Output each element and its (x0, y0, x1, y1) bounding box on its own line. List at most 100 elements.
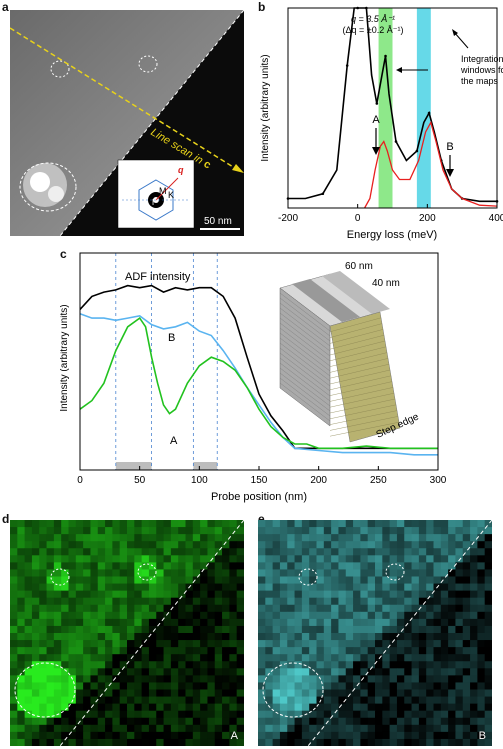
map-pixel (207, 562, 216, 570)
map-pixel (61, 583, 69, 592)
map-pixel (375, 562, 383, 570)
map-pixel (462, 703, 471, 712)
map-pixel (170, 569, 179, 577)
map-pixel (90, 738, 99, 746)
map-pixel (207, 604, 216, 613)
map-pixel (61, 520, 69, 528)
map-pixel (17, 604, 26, 613)
scale-bar-label: 50 nm (204, 216, 232, 227)
map-pixel (279, 604, 288, 613)
map-pixel (418, 710, 427, 719)
map-pixel (236, 738, 244, 746)
map-pixel (448, 696, 456, 705)
map-pixel (323, 633, 332, 641)
map-pixel (134, 696, 143, 705)
map-pixel (192, 534, 201, 542)
map-pixel (323, 689, 332, 698)
map-pixel (389, 576, 398, 585)
map-pixel (17, 696, 26, 705)
map-pixel (301, 534, 310, 542)
map-pixel (462, 520, 471, 528)
map-pixel (127, 534, 135, 542)
map-pixel (389, 527, 398, 535)
map-pixel (134, 710, 143, 719)
map-pixel (10, 668, 18, 676)
map-pixel (301, 682, 310, 690)
map-pixel (148, 541, 157, 549)
map-pixel (426, 569, 434, 577)
map-pixel (68, 520, 77, 528)
map-pixel (287, 527, 296, 535)
map-pixel (156, 576, 165, 585)
map-pixel (258, 527, 266, 535)
map-pixel (90, 724, 99, 733)
map-pixel (68, 633, 77, 641)
map-pixel (455, 534, 464, 542)
map-pixel (192, 703, 201, 712)
map-pixel (24, 583, 33, 592)
map-pixel (272, 555, 281, 563)
map-pixel (90, 597, 99, 606)
map-pixel (448, 647, 456, 655)
map-pixel (316, 604, 325, 613)
map-pixel (24, 675, 33, 683)
map-pixel (170, 604, 179, 613)
map-pixel (375, 710, 383, 719)
map-pixel (222, 724, 230, 733)
map-pixel (462, 724, 471, 733)
map-pixel (53, 597, 62, 606)
map-pixel (411, 675, 420, 683)
map-pixel (418, 611, 427, 620)
map-pixel (484, 618, 492, 627)
map-pixel (440, 555, 449, 563)
map-pixel (353, 597, 361, 606)
chart-c-xtick-label: 300 (430, 475, 447, 486)
map-pixel (462, 625, 471, 634)
map-pixel (10, 654, 18, 662)
map-pixel (316, 682, 325, 690)
map-pixel (200, 710, 208, 719)
map-pixel (119, 668, 128, 676)
map-pixel (39, 527, 48, 535)
chart-c-xlabel: Probe position (nm) (211, 491, 307, 503)
map-pixel (148, 654, 157, 662)
map-pixel (353, 527, 361, 535)
map-pixel (389, 668, 398, 676)
map-pixel (10, 689, 18, 698)
map-pixel (272, 668, 281, 676)
chart-b-dq-annotation: (Δq = ±0.2 Å⁻¹) (343, 25, 404, 35)
map-pixel (68, 689, 77, 698)
map-pixel (119, 625, 128, 634)
map-pixel (39, 597, 48, 606)
map-pixel (200, 548, 208, 556)
map-pixel (309, 689, 317, 698)
map-pixel (411, 689, 420, 698)
map-pixel (404, 640, 413, 648)
map-pixel (24, 555, 33, 563)
map-pixel (287, 569, 296, 577)
map-pixel (345, 682, 354, 690)
map-pixel (309, 555, 317, 563)
map-pixel (207, 710, 216, 719)
map-pixel (68, 583, 77, 592)
map-pixel (353, 724, 361, 733)
map-pixel (46, 618, 55, 627)
map-pixel (367, 654, 376, 662)
map-pixel (426, 696, 434, 705)
map-pixel (396, 717, 405, 726)
map-pixel (192, 738, 201, 746)
map-pixel (31, 583, 40, 592)
map-pixel (127, 689, 135, 698)
map-pixel (418, 689, 427, 698)
map-pixel (462, 541, 471, 549)
map-pixel (294, 520, 303, 528)
map-pixel (148, 703, 157, 712)
map-pixel (156, 527, 165, 535)
map-pixel (448, 640, 456, 648)
map-pixel (46, 633, 55, 641)
map-pixel (484, 520, 492, 528)
map-pixel (24, 682, 33, 690)
map-pixel (301, 633, 310, 641)
map-pixel (360, 717, 369, 726)
map-pixel (294, 675, 303, 683)
